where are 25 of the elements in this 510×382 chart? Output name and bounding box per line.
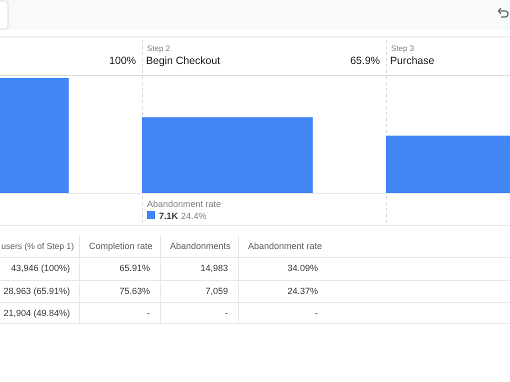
text: 21,904 (49.84%)	[3, 308, 70, 318]
text: 65.9%	[350, 55, 380, 67]
text: Completion rate	[89, 241, 153, 251]
text: -	[315, 308, 318, 318]
text: Step 3	[391, 44, 415, 53]
text: 100%	[109, 55, 136, 67]
text: 28,963 (65.91%)	[3, 286, 70, 296]
text: 14,983	[200, 263, 228, 273]
text: 7.1K	[159, 211, 179, 221]
text: -	[225, 308, 228, 318]
text: users (% of Step 1)	[1, 241, 74, 251]
text: Abandonment rate	[147, 199, 222, 209]
x-tick-label: Begin Checkout	[146, 55, 220, 67]
x-tick-label: Purchase	[390, 55, 435, 67]
text: 24.37%	[287, 286, 318, 296]
text: Abandonments	[170, 241, 232, 251]
text: 43,946 (100%)	[10, 263, 70, 273]
text: 65.91%	[119, 263, 150, 273]
text: 7,059	[205, 286, 228, 296]
text: 75.63%	[119, 286, 150, 296]
text: 24.4%	[181, 211, 207, 221]
text: Abandonment rate	[248, 241, 322, 251]
text: -	[147, 308, 150, 318]
text: 34.09%	[287, 263, 318, 273]
text: Step 2	[147, 44, 171, 53]
